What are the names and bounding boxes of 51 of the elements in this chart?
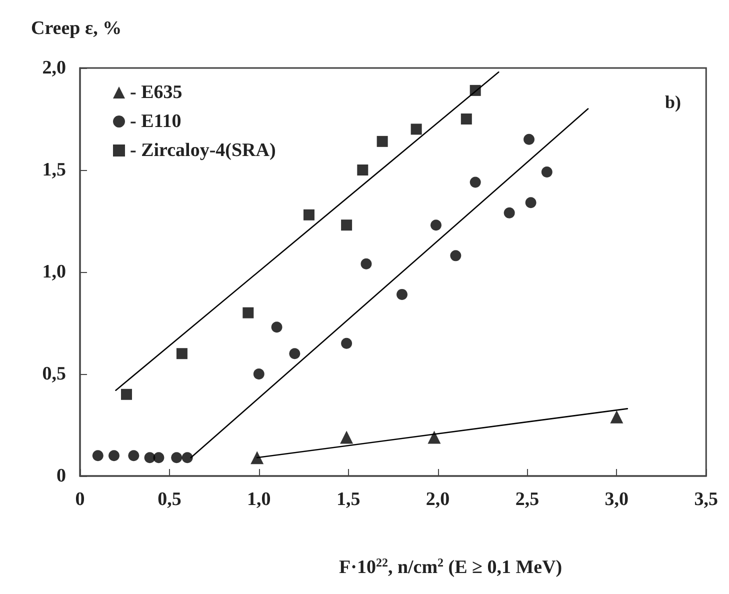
point — [271, 322, 282, 333]
point — [341, 338, 352, 349]
point — [541, 166, 552, 178]
point — [430, 220, 442, 231]
x-tick-label: 1,5 — [336, 489, 360, 510]
point — [460, 114, 472, 124]
point — [250, 451, 264, 464]
x-tick-label: 2,0 — [426, 489, 450, 510]
point — [303, 209, 314, 220]
point — [525, 197, 536, 208]
legend-label: - E110 — [130, 111, 182, 132]
y-tick-label: 1,5 — [42, 160, 66, 180]
point — [428, 430, 441, 444]
point — [610, 410, 624, 424]
point — [108, 450, 120, 462]
point — [357, 164, 368, 176]
x-tick-label: 0 — [75, 489, 85, 510]
point — [396, 288, 408, 300]
legend-label: - Zircaloy-4(SRA) — [130, 140, 276, 161]
y-tick-label: 0 — [56, 466, 66, 486]
x-tick-label: 3,0 — [604, 489, 629, 510]
point — [470, 84, 481, 96]
y-tick-label: 0,5 — [42, 364, 66, 384]
point — [182, 452, 193, 464]
point — [340, 430, 354, 444]
y-axis-title: Creep ε, % — [31, 18, 122, 39]
y-tick-label: 2,0 — [42, 58, 66, 78]
y-tick-label: 1,0 — [42, 262, 66, 282]
point — [121, 388, 132, 400]
point — [253, 368, 264, 380]
point — [341, 220, 352, 231]
point — [289, 348, 300, 360]
point — [153, 452, 164, 464]
point — [504, 207, 515, 218]
point — [171, 452, 182, 464]
x-tick-label: 2,5 — [515, 489, 540, 510]
annotation: b) — [664, 92, 682, 112]
point — [360, 258, 372, 270]
point — [128, 450, 140, 462]
x-tick-label: 1,0 — [247, 489, 271, 510]
point — [176, 348, 188, 360]
point — [450, 250, 462, 262]
point — [410, 124, 422, 135]
point — [470, 176, 481, 188]
point — [376, 136, 388, 147]
point — [242, 307, 254, 318]
x-tick-label: 3,5 — [694, 489, 718, 510]
point — [524, 134, 535, 145]
legend-label: - E635 — [130, 82, 182, 103]
point — [92, 450, 104, 462]
x-tick-label: 0,5 — [158, 489, 182, 510]
